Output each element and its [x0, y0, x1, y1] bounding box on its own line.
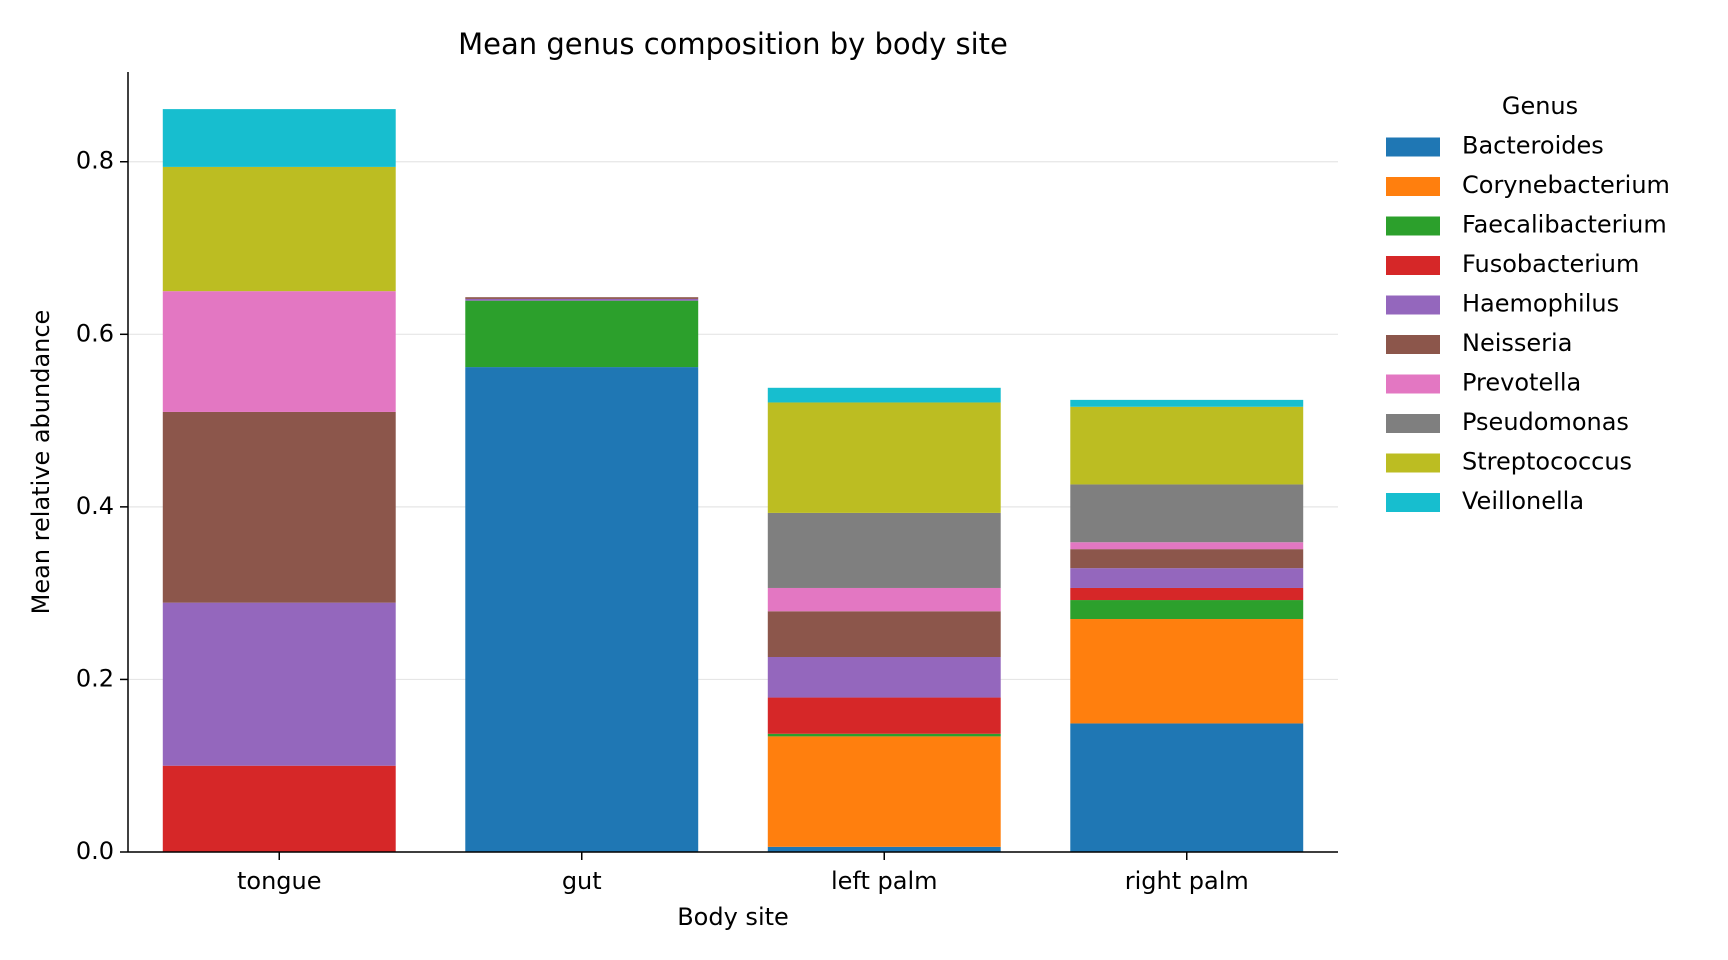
- bar-segment: [1070, 484, 1304, 543]
- bar-segment: [162, 166, 396, 292]
- y-tick-label: 0.0: [76, 837, 114, 865]
- legend-swatch: [1386, 453, 1440, 473]
- bar-segment: [162, 291, 396, 412]
- bar-segment: [767, 402, 1001, 513]
- y-tick-label: 0.6: [76, 319, 114, 347]
- bar-segment: [1070, 587, 1304, 601]
- legend-label: Pseudomonas: [1462, 408, 1629, 436]
- bar-segment: [767, 611, 1001, 657]
- legend-title: Genus: [1502, 92, 1578, 120]
- bar-segment: [1070, 406, 1304, 485]
- legend-label: Faecalibacterium: [1462, 211, 1667, 239]
- bar-segment: [767, 846, 1001, 852]
- legend-label: Fusobacterium: [1462, 250, 1639, 278]
- bar-segment: [1070, 542, 1304, 550]
- bar-segment: [1070, 399, 1304, 407]
- legend-label: Streptococcus: [1462, 448, 1632, 476]
- x-tick-label: tongue: [237, 867, 322, 895]
- bar-segment: [767, 697, 1001, 734]
- x-tick-label: gut: [562, 867, 602, 895]
- bar-segment: [465, 297, 699, 299]
- bar-segment: [162, 602, 396, 766]
- legend-label: Corynebacterium: [1462, 171, 1670, 199]
- y-tick-label: 0.2: [76, 664, 114, 692]
- legend-swatch: [1386, 177, 1440, 196]
- bar-segment: [1070, 568, 1304, 588]
- bar-segment: [1070, 723, 1304, 852]
- x-tick-label: right palm: [1125, 867, 1249, 895]
- bar-segment: [1070, 619, 1304, 724]
- legend-swatch: [1386, 137, 1440, 157]
- legend-swatch: [1386, 216, 1440, 236]
- legend-swatch: [1386, 374, 1440, 394]
- legend-swatch: [1386, 414, 1440, 433]
- chart-title: Mean genus composition by body site: [458, 27, 1008, 61]
- bar-segment: [767, 657, 1001, 698]
- legend-swatch: [1386, 493, 1440, 512]
- bar-segment: [767, 387, 1001, 403]
- legend-label: Haemophilus: [1462, 290, 1619, 318]
- bar-segment: [767, 587, 1001, 612]
- bar-segment: [1070, 600, 1304, 620]
- bar-segment: [767, 512, 1001, 588]
- x-axis-title: Body site: [677, 903, 789, 931]
- bar-segment: [162, 109, 396, 167]
- bar-segment: [162, 765, 396, 852]
- y-tick-label: 0.8: [76, 147, 114, 175]
- legend-swatch: [1386, 295, 1440, 315]
- x-tick-label: left palm: [831, 867, 938, 895]
- legend-label: Veillonella: [1462, 487, 1584, 515]
- legend-swatch: [1386, 256, 1440, 275]
- legend-swatch: [1386, 335, 1440, 354]
- bar-segment: [465, 300, 699, 368]
- bar-segment: [1070, 549, 1304, 569]
- bar-segment: [767, 733, 1001, 737]
- y-axis-title: Mean relative abundance: [27, 310, 55, 615]
- legend-label: Bacteroides: [1462, 132, 1604, 160]
- bar-segment: [767, 736, 1001, 847]
- y-tick-label: 0.4: [76, 492, 114, 520]
- legend-label: Neisseria: [1462, 329, 1572, 357]
- bar-segment: [162, 411, 396, 603]
- bar-segment: [465, 298, 699, 301]
- legend-label: Prevotella: [1462, 369, 1581, 397]
- bar-segment: [465, 367, 699, 852]
